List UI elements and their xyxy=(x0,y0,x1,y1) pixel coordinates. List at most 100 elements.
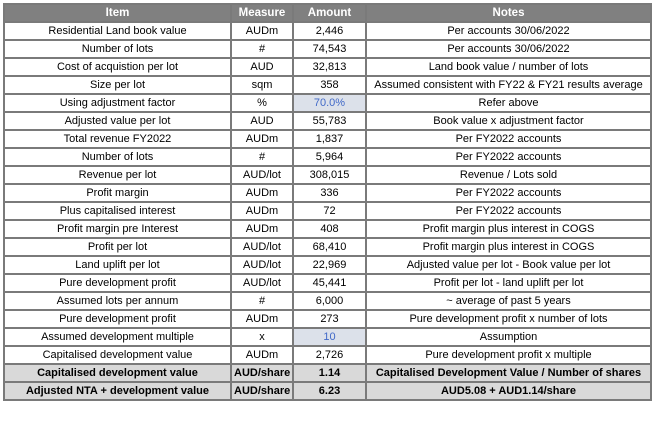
amount-cell: 358 xyxy=(292,75,367,95)
measure-cell: AUD/lot xyxy=(230,237,294,257)
table-body: Residential Land book value AUDm 2,446 Per … xyxy=(3,21,652,401)
table-row: Profit margin AUDm 336 Per FY2022 accounts xyxy=(3,183,652,203)
measure-cell: AUD/share xyxy=(230,363,294,383)
measure-cell: AUDm xyxy=(230,129,294,149)
notes-cell: Capitalised Development Value / Number o… xyxy=(365,363,652,383)
table-row: Assumed lots per annum #6,000 ~ average of… xyxy=(3,291,652,311)
item-cell: Pure development profit xyxy=(3,273,232,293)
item-cell: Capitalised development value xyxy=(3,345,232,365)
table-row: Plus capitalised interest AUDm 72 Per FY202… xyxy=(3,201,652,221)
table-row: Pure development profit AUD/lot 45,441 Prof… xyxy=(3,273,652,293)
item-cell: Number of lots xyxy=(3,39,232,59)
item-cell: Profit margin pre Interest xyxy=(3,219,232,239)
item-cell: Using adjustment factor xyxy=(3,93,232,113)
measure-cell: # xyxy=(230,39,294,59)
item-cell: Capitalised development value xyxy=(3,363,232,383)
item-cell: Assumed lots per annum xyxy=(3,291,232,311)
table-row: Capitalised development value AUDm 2,726 Pu… xyxy=(3,345,652,365)
amount-cell: 308,015 xyxy=(292,165,367,185)
header-notes: Notes xyxy=(365,3,652,23)
measure-cell: AUDm xyxy=(230,219,294,239)
amount-cell: 32,813 xyxy=(292,57,367,77)
amount-cell: 273 xyxy=(292,309,367,329)
notes-cell: Per FY2022 accounts xyxy=(365,129,652,149)
measure-cell: sqm xyxy=(230,75,294,95)
notes-cell: AUD5.08 + AUD1.14/share xyxy=(365,381,652,401)
measure-cell: AUD/lot xyxy=(230,255,294,275)
amount-cell: 68,410 xyxy=(292,237,367,257)
table-row: Adjusted value per lot AUD 55,783 Book valu… xyxy=(3,111,652,131)
amount-cell: 6,000 xyxy=(292,291,367,311)
notes-cell: Pure development profit x number of lots xyxy=(365,309,652,329)
measure-cell: AUDm xyxy=(230,201,294,221)
table-row: Size per lot sqm 358 Assumed consistent wit… xyxy=(3,75,652,95)
table-row: Land uplift per lot AUD/lot 22,969 Adjusted… xyxy=(3,255,652,275)
amount-cell: 5,964 xyxy=(292,147,367,167)
amount-cell: 1.14 xyxy=(292,363,367,383)
header-measure: Measure xyxy=(230,3,294,23)
measure-cell: AUDm xyxy=(230,345,294,365)
notes-cell: Per accounts 30/06/2022 xyxy=(365,39,652,59)
assumption-input-cell[interactable]: 10 xyxy=(292,327,367,347)
notes-cell: Refer above xyxy=(365,93,652,113)
total-row: Adjusted NTA + development value AUD/shar… xyxy=(3,381,652,401)
measure-cell: AUDm xyxy=(230,21,294,41)
item-cell: Adjusted value per lot xyxy=(3,111,232,131)
notes-cell: ~ average of past 5 years xyxy=(365,291,652,311)
table-row: Number of lots #74,543 Per accounts 30/06/… xyxy=(3,39,652,59)
total-row: Capitalised development value AUD/share 1.… xyxy=(3,363,652,383)
amount-cell: 45,441 xyxy=(292,273,367,293)
measure-cell: AUD/lot xyxy=(230,273,294,293)
measure-cell: AUD xyxy=(230,111,294,131)
item-cell: Total revenue FY2022 xyxy=(3,129,232,149)
table-row: Number of lots #5,964 Per FY2022 accounts xyxy=(3,147,652,167)
notes-cell: Land book value / number of lots xyxy=(365,57,652,77)
amount-cell: 408 xyxy=(292,219,367,239)
item-cell: Profit margin xyxy=(3,183,232,203)
notes-cell: Assumption xyxy=(365,327,652,347)
header-row: Item Measure Amount Notes xyxy=(3,3,652,23)
table-row: Assumed development multiple x 10 Assumptio… xyxy=(3,327,652,347)
table-header: Item Measure Amount Notes xyxy=(3,3,652,23)
amount-cell: 22,969 xyxy=(292,255,367,275)
item-cell: Revenue per lot xyxy=(3,165,232,185)
item-cell: Number of lots xyxy=(3,147,232,167)
amount-cell: 2,446 xyxy=(292,21,367,41)
valuation-table: Item Measure Amount Notes Residential La… xyxy=(3,3,652,401)
table-row: Residential Land book value AUDm 2,446 Per … xyxy=(3,21,652,41)
item-cell: Pure development profit xyxy=(3,309,232,329)
notes-cell: Pure development profit x multiple xyxy=(365,345,652,365)
table-row: Using adjustment factor% 70.0% Refer above xyxy=(3,93,652,113)
measure-cell: # xyxy=(230,147,294,167)
table-row: Total revenue FY2022 AUDm 1,837 Per FY2022 … xyxy=(3,129,652,149)
item-cell: Plus capitalised interest xyxy=(3,201,232,221)
item-cell: Adjusted NTA + development value xyxy=(3,381,232,401)
table-row: Profit margin pre Interest AUDm 408 Profit … xyxy=(3,219,652,239)
amount-cell: 1,837 xyxy=(292,129,367,149)
notes-cell: Per FY2022 accounts xyxy=(365,183,652,203)
item-cell: Profit per lot xyxy=(3,237,232,257)
table-row: Profit per lot AUD/lot 68,410 Profit margin… xyxy=(3,237,652,257)
measure-cell: AUDm xyxy=(230,183,294,203)
notes-cell: Adjusted value per lot - Book value per … xyxy=(365,255,652,275)
item-cell: Size per lot xyxy=(3,75,232,95)
amount-cell: 74,543 xyxy=(292,39,367,59)
amount-cell: 2,726 xyxy=(292,345,367,365)
measure-cell: AUD/lot xyxy=(230,165,294,185)
notes-cell: Per FY2022 accounts xyxy=(365,201,652,221)
amount-cell: 6.23 xyxy=(292,381,367,401)
measure-cell: AUD/share xyxy=(230,381,294,401)
item-cell: Residential Land book value xyxy=(3,21,232,41)
header-amount: Amount xyxy=(292,3,367,23)
item-cell: Assumed development multiple xyxy=(3,327,232,347)
measure-cell: x xyxy=(230,327,294,347)
measure-cell: % xyxy=(230,93,294,113)
notes-cell: Profit margin plus interest in COGS xyxy=(365,219,652,239)
item-cell: Land uplift per lot xyxy=(3,255,232,275)
notes-cell: Profit margin plus interest in COGS xyxy=(365,237,652,257)
item-cell: Cost of acquistion per lot xyxy=(3,57,232,77)
measure-cell: AUDm xyxy=(230,309,294,329)
amount-cell: 55,783 xyxy=(292,111,367,131)
table-row: Cost of acquistion per lot AUD 32,813 Land … xyxy=(3,57,652,77)
assumption-input-cell[interactable]: 70.0% xyxy=(292,93,367,113)
